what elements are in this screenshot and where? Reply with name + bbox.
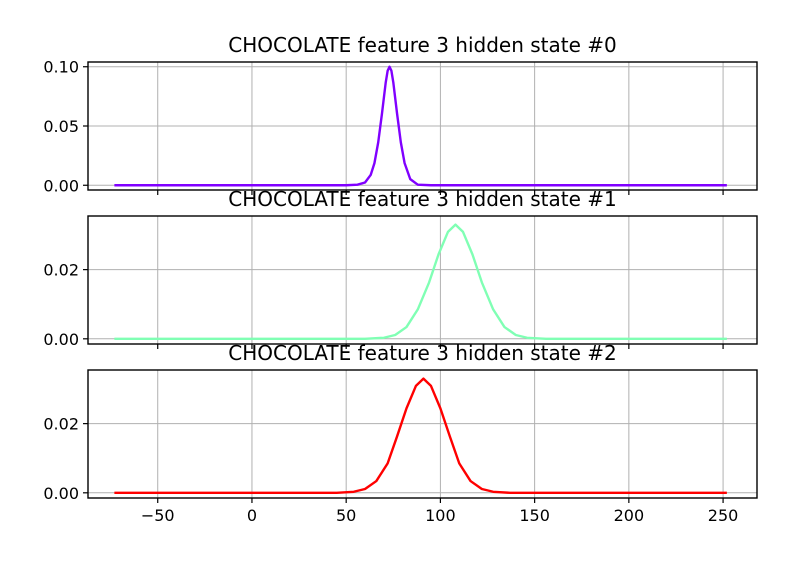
y-tick-label: 0.00 (43, 330, 79, 349)
subplot-title: CHOCOLATE feature 3 hidden state #0 (228, 33, 617, 57)
subplot-title: CHOCOLATE feature 3 hidden state #2 (228, 341, 617, 365)
y-tick-label: 0.02 (43, 415, 79, 434)
y-tick-label: 0.05 (43, 117, 79, 136)
subplot-1: 0.00 0.02 CHOCOLATE feature 3 hidden state… (43, 187, 758, 349)
subplot-2: −50 0 50 100 150 200 250 0.00 0.02 CHOCOLATE feat… (43, 341, 758, 525)
subplot-0: 0.00 0.05 0.10 CHOCOLATE feature 3 hidden s… (43, 33, 758, 195)
series-line-1-0 (114, 223, 727, 341)
x-tick-label: −50 (141, 506, 175, 525)
y-tick-label: 0.10 (43, 58, 79, 77)
x-tick-label: 100 (425, 506, 456, 525)
series-line-2-0 (114, 377, 727, 495)
x-tick-label: 200 (614, 506, 645, 525)
subplot-title: CHOCOLATE feature 3 hidden state #1 (228, 187, 617, 211)
x-tick-label: 0 (247, 506, 257, 525)
plot-frame (87, 369, 758, 499)
x-tick-label: 150 (519, 506, 550, 525)
x-tick-label: 50 (336, 506, 356, 525)
plot-frame (87, 215, 758, 345)
series-line-0-0 (114, 65, 727, 187)
y-tick-label: 0.00 (43, 484, 79, 503)
x-tick-label: 250 (708, 506, 739, 525)
y-tick-label: 0.02 (43, 261, 79, 280)
y-tick-label: 0.00 (43, 176, 79, 195)
